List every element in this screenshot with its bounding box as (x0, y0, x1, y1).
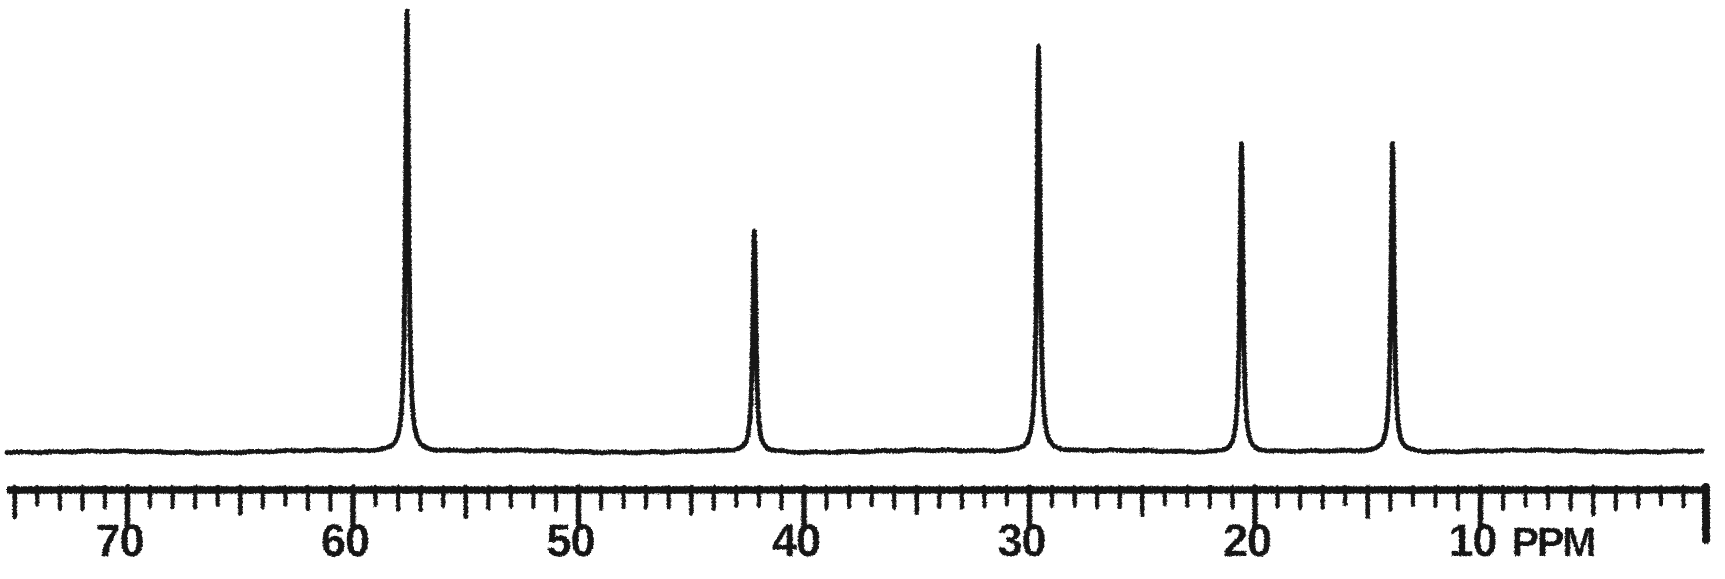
x-axis-tick-label: 10 (1448, 515, 1496, 566)
x-axis-tick-label: 20 (1223, 515, 1271, 566)
x-axis-tick-label: 40 (772, 515, 820, 566)
x-axis-tick-label: 30 (997, 515, 1045, 566)
x-axis-tick-label: 50 (546, 515, 594, 566)
x-axis-unit-label: PPM (1512, 519, 1595, 565)
plot-area: 70 60 50 40 30 20 10 (4, 8, 1710, 566)
x-axis-tick-label: 60 (321, 515, 369, 566)
spectrum-trace (4, 8, 1705, 456)
x-axis-tick-label: 70 (95, 515, 143, 566)
